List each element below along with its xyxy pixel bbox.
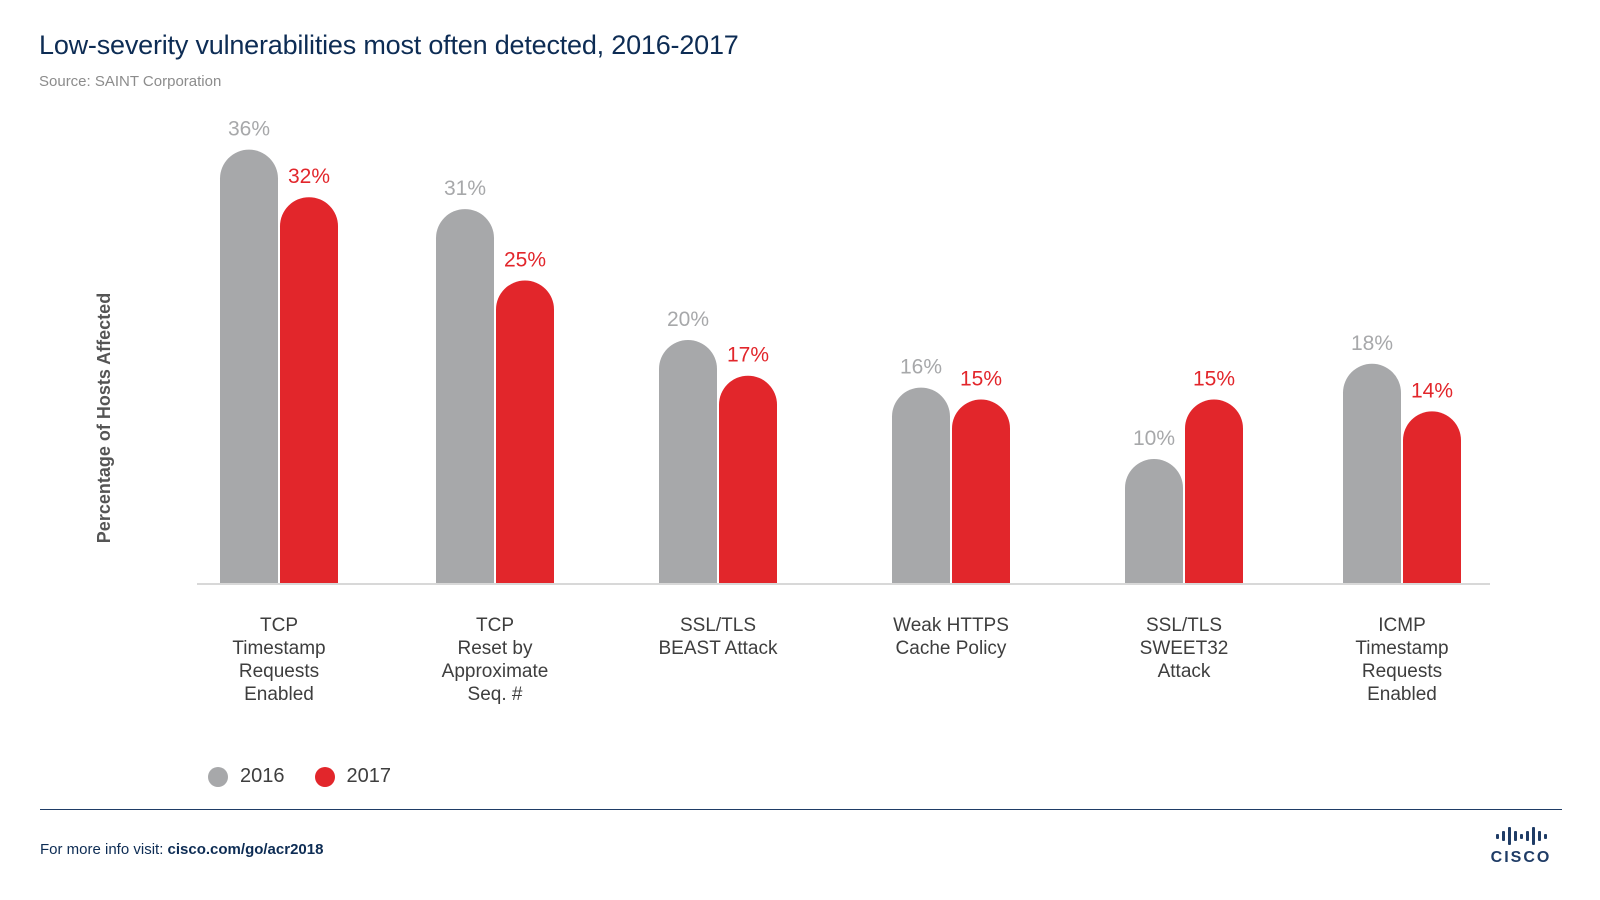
- value-label-2017-5: 14%: [1411, 379, 1453, 402]
- footer-link[interactable]: cisco.com/go/acr2018: [167, 841, 324, 858]
- category-label-line: TCP: [476, 615, 514, 636]
- value-label-2017-4: 15%: [1193, 368, 1235, 391]
- category-label-line: BEAST Attack: [659, 638, 778, 659]
- bar-2016-0: [220, 149, 278, 583]
- category-label-line: Enabled: [1367, 684, 1437, 705]
- bar-2016-2: [659, 340, 717, 583]
- cisco-bridge-icon: [1482, 825, 1560, 847]
- bar-chart: Percentage of Hosts Affected 36% 32% 31% 25…: [94, 118, 1490, 705]
- bar-2016-3: [892, 387, 950, 583]
- bar-2017-3: [952, 399, 1010, 583]
- category-label-line: Requests: [1362, 661, 1442, 682]
- category-label-line: Enabled: [244, 684, 314, 705]
- bar-2017-5: [1403, 411, 1461, 583]
- value-label-2017-3: 15%: [960, 368, 1002, 391]
- value-label-2017-2: 17%: [727, 344, 769, 367]
- legend-item-2016: 2016: [208, 765, 285, 788]
- category-label-2: SSL/TLS BEAST Attack: [659, 615, 778, 659]
- bar-2016-5: [1343, 363, 1401, 583]
- legend: 2016 2017: [208, 765, 421, 788]
- category-label-line: Attack: [1158, 661, 1211, 682]
- category-label-line: Timestamp: [232, 638, 325, 659]
- category-label-5: ICMP Timestamp Requests Enabled: [1355, 615, 1448, 705]
- footer-divider: [40, 809, 1562, 810]
- category-label-line: SWEET32: [1140, 638, 1229, 659]
- legend-label-2017: 2017: [346, 765, 392, 787]
- legend-swatch-2017: [314, 766, 335, 787]
- category-label-line: SSL/TLS: [1146, 615, 1222, 636]
- value-label-2017-1: 25%: [504, 249, 546, 272]
- cisco-wordmark: CISCO: [1490, 849, 1552, 866]
- value-label-2016-2: 20%: [667, 308, 709, 331]
- category-label-0: TCP Timestamp Requests Enabled: [232, 615, 325, 705]
- footer-text: For more info visit: cisco.com/go/acr201…: [40, 841, 323, 858]
- value-label-2016-3: 16%: [900, 356, 942, 379]
- legend-label-2016: 2016: [240, 765, 285, 787]
- bars-group: [220, 149, 1461, 583]
- bar-2017-1: [496, 280, 554, 583]
- bar-2017-0: [280, 197, 338, 583]
- bar-2017-4: [1185, 399, 1243, 583]
- cisco-logo: CISCO: [1482, 825, 1560, 869]
- category-label-line: Weak HTTPS: [893, 615, 1009, 636]
- category-label-line: TCP: [260, 615, 298, 636]
- chart-title: Low-severity vulnerabilities most often …: [39, 30, 739, 60]
- legend-item-2017: 2017: [314, 765, 392, 788]
- bar-2016-1: [436, 209, 494, 583]
- chart-source: Source: SAINT Corporation: [39, 73, 222, 90]
- category-label-line: SSL/TLS: [680, 615, 756, 636]
- legend-swatch-2016: [208, 766, 228, 787]
- value-labels-group: 36% 32% 31% 25% 20% 17% 16% 15% 10% 15% 18% 14%: [228, 118, 1453, 450]
- category-label-4: SSL/TLS SWEET32 Attack: [1140, 615, 1229, 682]
- y-axis-label: Percentage of Hosts Affected: [94, 293, 114, 543]
- value-label-2016-5: 18%: [1351, 332, 1393, 355]
- category-label-line: ICMP: [1378, 615, 1426, 636]
- category-label-line: Reset by: [458, 638, 533, 659]
- bar-2017-2: [719, 375, 777, 583]
- footer-prefix: For more info visit:: [40, 841, 168, 858]
- category-label-line: Cache Policy: [896, 638, 1007, 659]
- value-label-2016-4: 10%: [1133, 427, 1175, 450]
- category-label-3: Weak HTTPS Cache Policy: [893, 615, 1009, 659]
- bar-2016-4: [1125, 459, 1183, 583]
- category-label-line: Timestamp: [1355, 638, 1448, 659]
- category-label-line: Approximate: [442, 661, 549, 682]
- category-label-line: Seq. #: [468, 684, 523, 705]
- category-label-1: TCP Reset by Approximate Seq. #: [442, 615, 549, 705]
- category-label-line: Requests: [239, 661, 319, 682]
- value-label-2017-0: 32%: [288, 165, 330, 188]
- value-label-2016-1: 31%: [444, 177, 486, 200]
- value-label-2016-0: 36%: [228, 118, 270, 141]
